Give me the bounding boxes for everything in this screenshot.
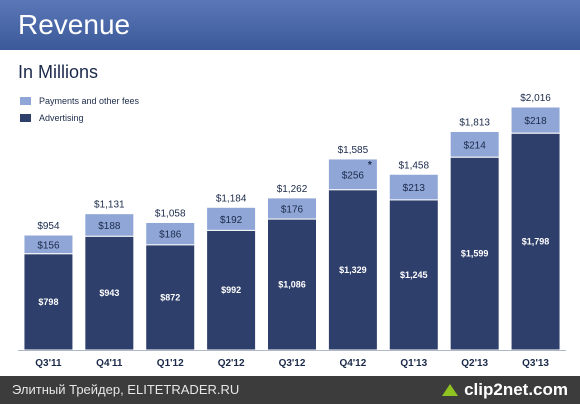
data-label-total: $1,458 xyxy=(398,160,429,171)
legend-item-advertising: Advertising xyxy=(20,109,139,126)
data-label-payments-bg xyxy=(214,211,249,226)
footer-bar: Элитный Трейдер, ELITETRADER.RU clip2net… xyxy=(0,376,580,404)
x-tick-label: Q3'13 xyxy=(522,358,549,369)
x-tick-label: Q4'11 xyxy=(96,358,123,369)
bar-advertising xyxy=(84,235,135,351)
data-label-total: $1,184 xyxy=(216,193,247,204)
data-label-total: $954 xyxy=(37,221,60,232)
legend-label-advertising: Advertising xyxy=(39,112,84,123)
bar-advertising xyxy=(23,253,74,351)
data-label-advertising: $1,599 xyxy=(461,249,489,259)
clip2net-logo: clip2net.com xyxy=(442,380,568,400)
data-label-advertising: $798 xyxy=(38,297,58,307)
data-label-payments-bg xyxy=(275,201,309,216)
bar-advertising xyxy=(510,132,561,351)
data-label-advertising: $1,086 xyxy=(278,280,306,290)
chart-legend: Payments and other fees Advertising xyxy=(20,92,139,126)
legend-label-payments: Payments and other fees xyxy=(39,95,140,106)
data-label-total: $1,058 xyxy=(155,208,186,219)
header-banner: Revenue xyxy=(0,0,580,50)
annotation-asterisk: * xyxy=(368,160,372,171)
data-label-advertising: $1,798 xyxy=(522,237,550,247)
page-title: Revenue xyxy=(18,9,131,40)
data-label-payments: $186 xyxy=(159,230,182,241)
x-tick-label: Q2'13 xyxy=(461,358,488,369)
legend-item-payments: Payments and other fees xyxy=(20,92,139,109)
footer-watermark: Элитный Трейдер, ELITETRADER.RU xyxy=(12,382,240,397)
bar-advertising xyxy=(267,218,317,351)
data-label-advertising: $1,245 xyxy=(400,270,428,280)
x-tick-label: Q2'12 xyxy=(218,358,245,369)
data-label-advertising: $992 xyxy=(221,285,241,295)
bar-advertising xyxy=(206,229,257,351)
data-label-advertising: $1,329 xyxy=(339,265,367,275)
x-tick-label: Q4'12 xyxy=(339,358,366,369)
data-label-payments: $213 xyxy=(403,183,426,194)
data-label-total: $2,016 xyxy=(520,93,551,104)
x-tick-label: Q1'13 xyxy=(400,358,427,369)
data-label-payments-bg xyxy=(457,137,492,152)
data-label-payments: $156 xyxy=(37,240,60,251)
data-label-advertising: $943 xyxy=(99,288,119,298)
data-label-total: $1,262 xyxy=(277,184,308,195)
bar-advertising xyxy=(327,189,378,351)
data-label-advertising: $872 xyxy=(160,292,180,302)
data-label-total: $1,813 xyxy=(459,117,490,128)
x-tick-label: Q3'11 xyxy=(35,358,62,369)
legend-swatch-advertising xyxy=(20,113,31,122)
data-label-payments-bg xyxy=(153,226,188,241)
data-label-total: $1,585 xyxy=(338,145,369,156)
bar-advertising xyxy=(145,244,196,351)
chart-subtitle: In Millions xyxy=(18,62,99,82)
data-label-payments: $218 xyxy=(524,116,547,127)
data-label-payments: $256 xyxy=(342,170,365,181)
data-label-payments-bg xyxy=(335,167,370,182)
legend-swatch-payments xyxy=(20,96,31,105)
data-label-payments-bg xyxy=(92,218,127,233)
upload-arrow-icon xyxy=(442,384,459,396)
data-label-payments-bg xyxy=(31,237,66,252)
data-label-payments-bg xyxy=(396,180,431,195)
x-tick-label: Q3'12 xyxy=(279,358,306,369)
logo-text: clip2net.com xyxy=(464,380,568,399)
data-label-payments: $214 xyxy=(464,140,487,151)
data-label-payments: $192 xyxy=(220,215,243,226)
bar-advertising xyxy=(449,156,500,351)
x-tick-label: Q1'12 xyxy=(157,358,184,369)
bar-advertising xyxy=(388,199,439,351)
data-label-payments: $176 xyxy=(281,204,304,215)
data-label-payments-bg xyxy=(518,113,553,128)
data-label-payments: $188 xyxy=(98,221,121,232)
data-label-total: $1,131 xyxy=(94,200,125,211)
